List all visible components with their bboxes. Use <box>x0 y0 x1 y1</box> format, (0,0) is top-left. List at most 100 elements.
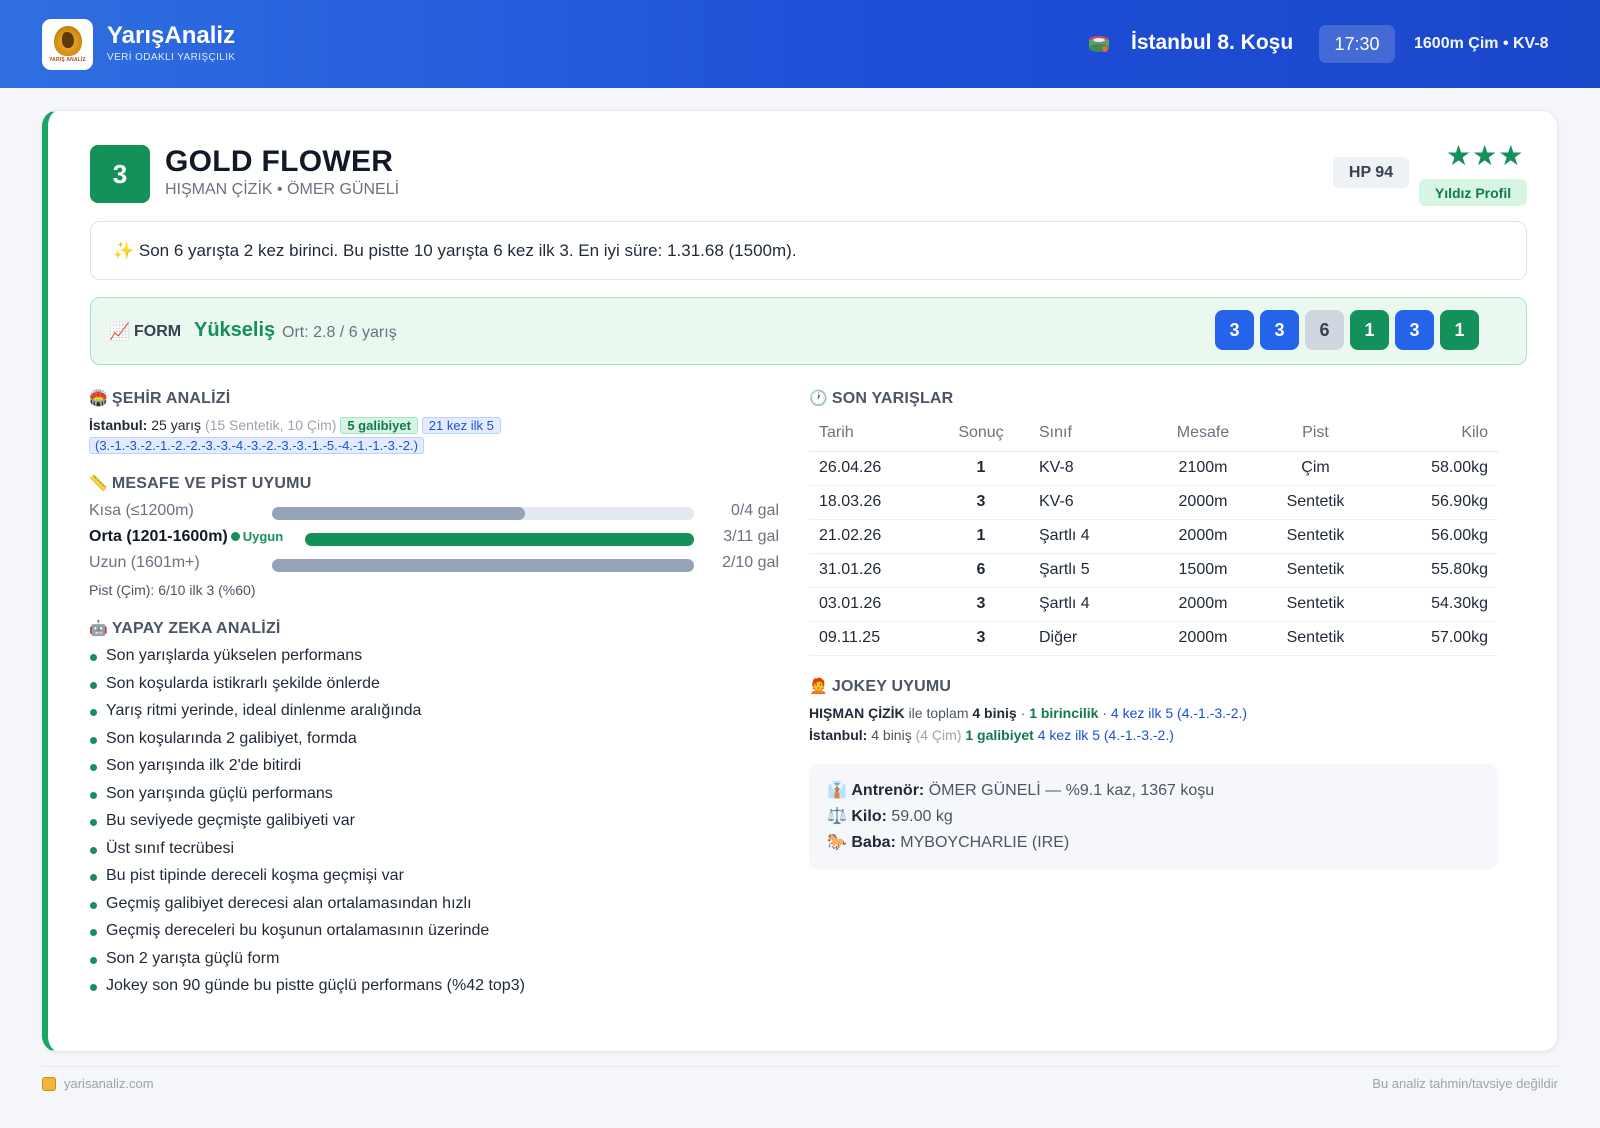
distance-bar-fill <box>272 507 526 520</box>
city-summary: İstanbul: 25 yarış (15 Sentetik, 10 Çim)… <box>89 417 501 434</box>
footer-site[interactable]: yarisanaliz.com <box>42 1076 154 1091</box>
table-cell: Sentetik <box>1253 553 1378 588</box>
table-cell: Sentetik <box>1253 485 1378 520</box>
brand-logo[interactable]: YARIŞ ANALİZ <box>42 19 93 70</box>
ai-insight-item: Jokey son 90 günde bu pistte güçlü perfo… <box>89 977 525 1005</box>
form-average: Ort: 2.8 / 6 yarış <box>282 324 397 341</box>
table-cell: 1 <box>931 519 1031 554</box>
brand-name[interactable]: YarışAnaliz <box>107 22 236 49</box>
ai-insight-item: Bu seviyede geçmişte galibiyeti var <box>89 812 525 840</box>
ai-insight-item: Bu pist tipinde dereceli koşma geçmişi v… <box>89 867 525 895</box>
ai-insights-list: Son yarışlarda yükselen performans Son ko… <box>89 647 525 1005</box>
hp-badge: HP 94 <box>1333 157 1409 188</box>
ai-insight-item: Üst sınıf tecrübesi <box>89 840 525 868</box>
race-title: İstanbul 8. Koşu <box>1131 31 1294 54</box>
table-cell: 1 <box>931 451 1031 486</box>
distance-bar-fill <box>305 533 694 546</box>
brand-tagline: VERİ ODAKLI YARIŞÇILIK <box>107 52 236 63</box>
table-cell: 2000m <box>1153 485 1253 520</box>
racetrack-icon <box>1089 36 1109 52</box>
table-header[interactable]: Sonuç <box>931 415 1031 452</box>
footer-disclaimer: Bu analiz tahmin/tavsiye değildir <box>1372 1076 1558 1091</box>
table-cell: 26.04.26 <box>809 451 931 486</box>
suitable-badge: Uygun <box>230 529 283 544</box>
table-cell: 56.00kg <box>1378 519 1498 554</box>
jockey-icon: 🧑‍🦰 <box>809 678 828 695</box>
clock-icon: 🕐 <box>809 390 828 407</box>
race-info: 1600m Çim • KV-8 <box>1414 35 1549 52</box>
table-cell: 3 <box>931 485 1031 520</box>
table-cell: 2000m <box>1153 587 1253 622</box>
table-cell: 6 <box>931 553 1031 588</box>
horse-card: 3 GOLD FLOWER HIŞMAN ÇİZİK • ÖMER GÜNELİ… <box>42 110 1558 1052</box>
ai-insight-item: Geçmiş galibiyet derecesi alan ortalamas… <box>89 895 525 923</box>
table-row[interactable]: 21.02.26 1 Şartlı 4 2000m Sentetik 56.00kg <box>809 519 1498 554</box>
table-cell: 3 <box>931 587 1031 622</box>
table-row[interactable]: 26.04.26 1 KV-8 2100m Çim 58.00kg <box>809 451 1498 486</box>
horse-number-badge: 3 <box>90 145 150 203</box>
table-header[interactable]: Kilo <box>1378 415 1498 452</box>
table-cell: Çim <box>1253 451 1378 486</box>
distance-value: 0/4 gal <box>730 502 779 519</box>
table-cell: 03.01.26 <box>809 587 931 622</box>
pist-summary: Pist (Çim): 6/10 ilk 3 (%60) <box>89 582 256 598</box>
table-row[interactable]: 03.01.26 3 Şartlı 4 2000m Sentetik 54.30kg <box>809 587 1498 622</box>
city-wins-tag: 5 galibiyet <box>340 417 418 434</box>
summary-box: ✨ Son 6 yarışta 2 kez birinci. Bu pistte… <box>90 221 1527 280</box>
table-header[interactable]: Sınıf <box>1031 415 1153 452</box>
table-cell: 58.00kg <box>1378 451 1498 486</box>
table-cell: 31.01.26 <box>809 553 931 588</box>
horse-info-box: 👔 Antrenör: ÖMER GÜNELİ — %9.1 kaz, 1367… <box>809 764 1498 870</box>
form-chip: 1 <box>1440 310 1479 350</box>
table-cell: Sentetik <box>1253 587 1378 622</box>
distance-label: Uzun (1601m+) <box>89 554 200 571</box>
recent-races-table: Tarih Sonuç Sınıf Mesafe Pist Kilo 26.04.26 1 K… <box>809 415 1498 656</box>
ai-insight-item: Yarış ritmi yerinde, ideal dinlenme aral… <box>89 702 525 730</box>
ruler-icon: 📏 <box>89 475 108 492</box>
star-profile-badge: Yıldız Profil <box>1419 179 1527 206</box>
scale-icon: ⚖️ <box>827 808 847 825</box>
ai-analysis-title: 🤖 YAPAY ZEKA ANALİZİ <box>89 620 281 637</box>
table-cell: Sentetik <box>1253 621 1378 656</box>
form-label: FORM <box>134 323 182 340</box>
table-header[interactable]: Mesafe <box>1153 415 1253 452</box>
distance-value: 3/11 gal <box>723 528 779 545</box>
table-header[interactable]: Pist <box>1253 415 1378 452</box>
jockey-overall: HIŞMAN ÇİZİK ile toplam 4 biniş · 1 biri… <box>809 705 1248 721</box>
jockey-trainer: HIŞMAN ÇİZİK • ÖMER GÜNELİ <box>165 181 400 198</box>
table-cell: 56.90kg <box>1378 485 1498 520</box>
stadium-icon: 🏟️ <box>89 390 108 407</box>
table-row[interactable]: 18.03.26 3 KV-6 2000m Sentetik 56.90kg <box>809 485 1498 520</box>
form-chip: 1 <box>1350 310 1389 350</box>
form-trend: Yükseliş <box>194 319 276 341</box>
table-header[interactable]: Tarih <box>809 415 931 452</box>
star-rating: ★★★ <box>1446 140 1525 171</box>
distance-label: Kısa (≤1200m) <box>89 502 194 519</box>
distance-bar <box>305 533 694 546</box>
logo-text: YARIŞ ANALİZ <box>49 57 86 63</box>
robot-icon: 🤖 <box>89 620 108 637</box>
distance-title: 📏 MESAFE VE PİST UYUMU <box>89 475 312 492</box>
table-cell: KV-8 <box>1031 451 1153 486</box>
table-cell: Şartlı 4 <box>1031 587 1153 622</box>
table-cell: 55.80kg <box>1378 553 1498 588</box>
distance-value: 2/10 gal <box>722 554 779 571</box>
jockey-fit-title: 🧑‍🦰 JOKEY UYUMU <box>809 678 952 695</box>
footer-divider <box>42 1066 1558 1067</box>
table-row[interactable]: 31.01.26 6 Şartlı 5 1500m Sentetik 55.80kg <box>809 553 1498 588</box>
weight-line: ⚖️ Kilo: 59.00 kg <box>827 808 953 825</box>
table-row[interactable]: 09.11.25 3 Diğer 2000m Sentetik 57.00kg <box>809 621 1498 656</box>
distance-row: Uzun (1601m+) 2/10 gal <box>89 554 779 576</box>
table-cell: 3 <box>931 621 1031 656</box>
table-cell: 2000m <box>1153 519 1253 554</box>
city-sequence: (3.-1.-3.-2.-1.-2.-2.-3.-3.-4.-3.-2.-3.-… <box>89 437 424 454</box>
form-chip: 3 <box>1215 310 1254 350</box>
distance-row: Kısa (≤1200m) 0/4 gal <box>89 502 779 524</box>
table-cell: 2000m <box>1153 621 1253 656</box>
horse-icon: 🐎 <box>827 834 847 851</box>
recent-races-title: 🕐 SON YARIŞLAR <box>809 390 954 407</box>
form-chip: 3 <box>1395 310 1434 350</box>
table-cell: 09.11.25 <box>809 621 931 656</box>
